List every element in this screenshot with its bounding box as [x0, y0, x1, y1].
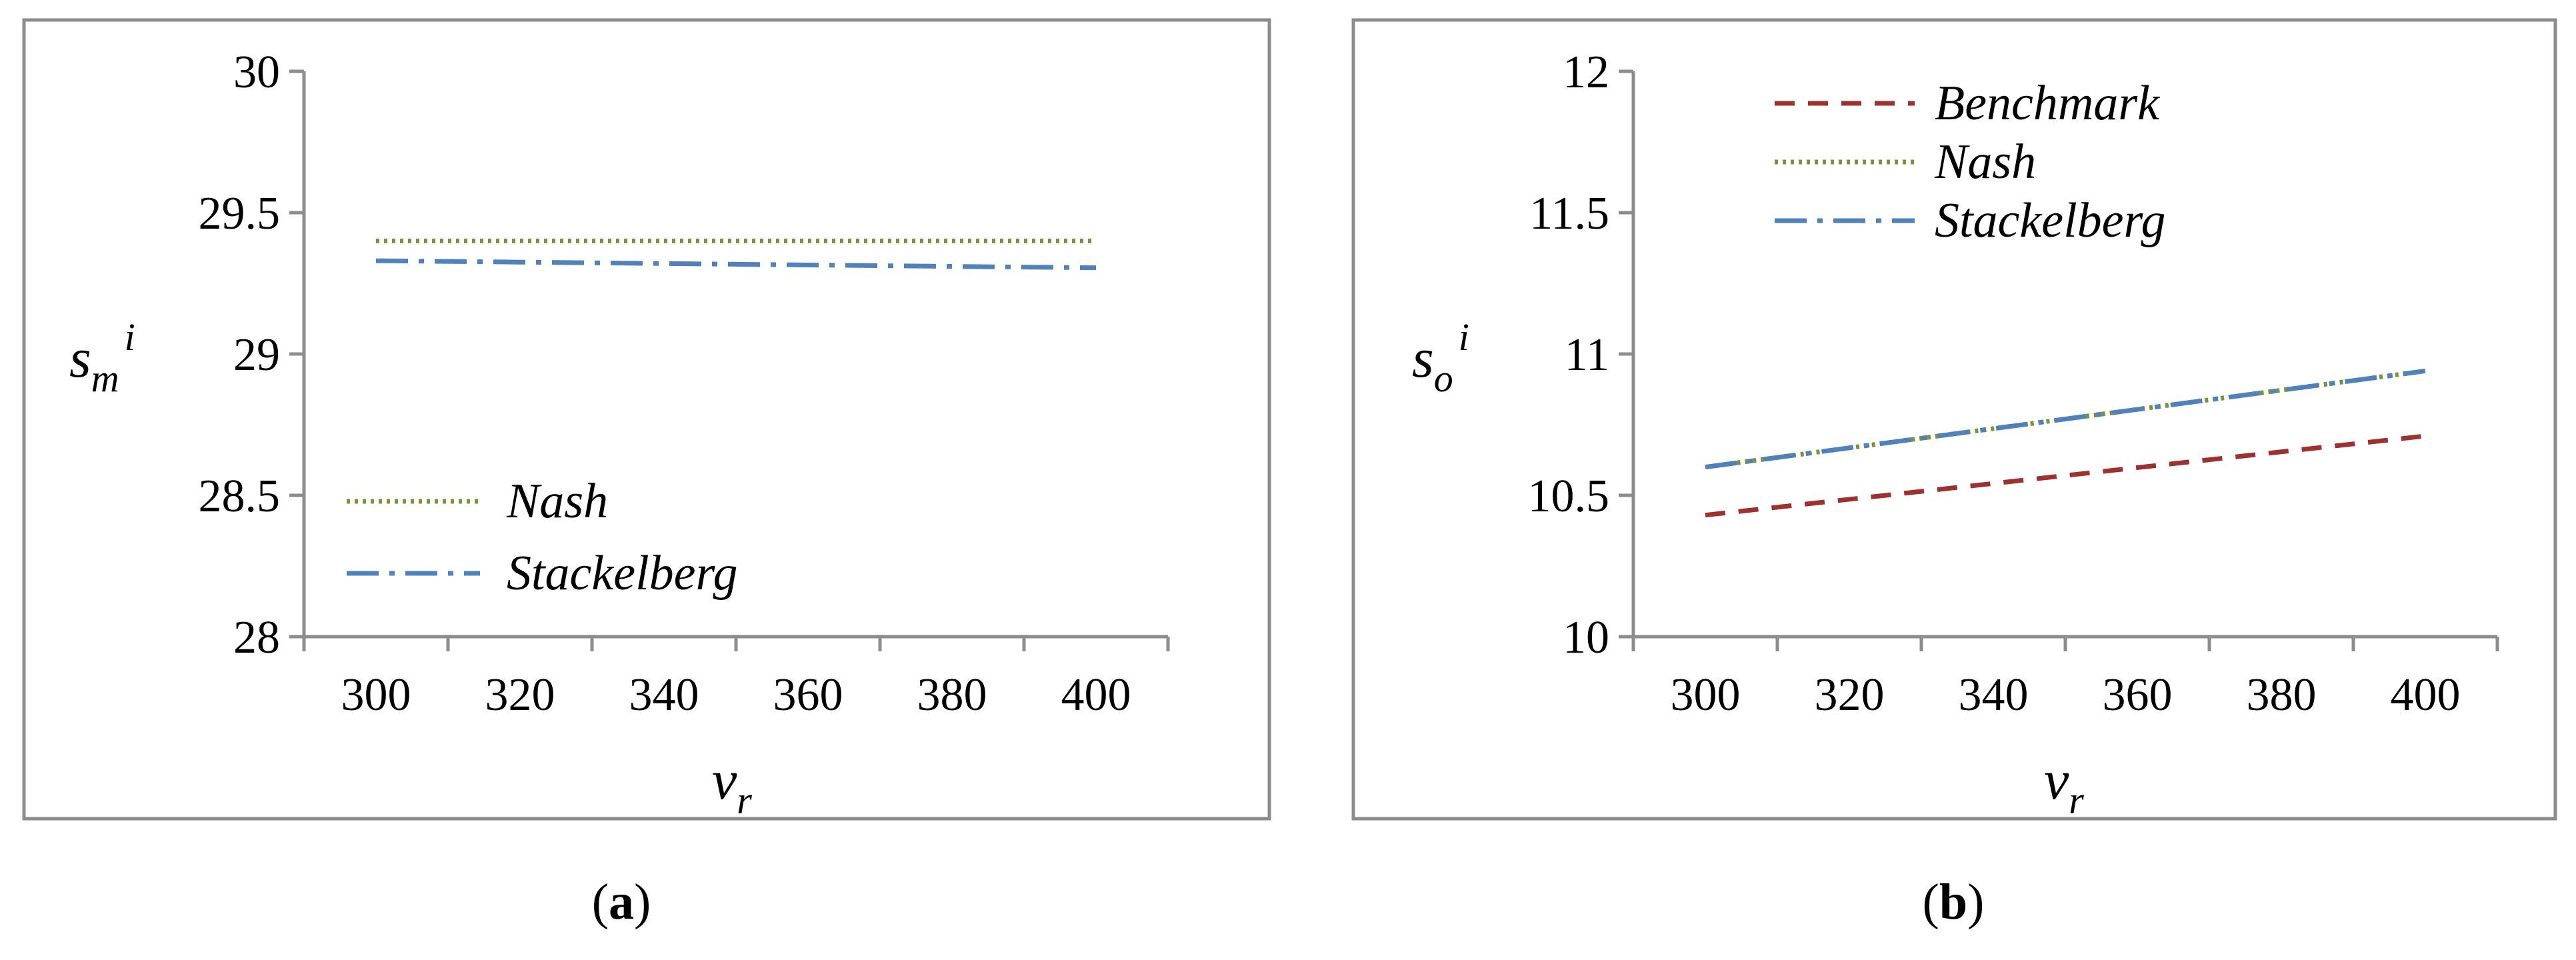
x-tick-label: 340	[629, 669, 699, 721]
panel-a-legend: Nash Stackelberg	[347, 474, 738, 601]
panel-b-series	[1705, 368, 2426, 518]
panel-a-caption: (a)	[592, 874, 651, 930]
panel-b-x-axis-label: vr	[2044, 749, 2084, 822]
y-tick-label: 11	[1565, 329, 1609, 381]
y-tick-label: 10	[1563, 612, 1609, 663]
legend-label-benchmark: Benchmark	[1935, 76, 2160, 131]
panel-b-y-axis-label: soi	[1412, 315, 1469, 400]
panel-b-caption: (b)	[1923, 874, 1985, 930]
x-tick-label: 380	[2247, 669, 2317, 721]
x-tick-label: 300	[1671, 669, 1741, 721]
x-tick-label: 300	[341, 669, 411, 721]
panel-a-frame	[22, 18, 1271, 821]
x-tick-label: 400	[2391, 669, 2461, 721]
y-tick-label: 28.5	[199, 471, 281, 522]
panel-a: 28 28.5 29 29.5 30 300 320 340 360 380 400 Nash Sta…	[22, 18, 1271, 930]
legend-label-stackelberg: Stackelberg	[507, 546, 738, 601]
y-tick-label: 29	[233, 329, 280, 381]
series-line-stackelberg	[1705, 368, 2426, 470]
legend-label-stackelberg: Stackelberg	[1935, 193, 2166, 248]
y-tick-label: 28	[233, 612, 280, 663]
panel-a-series	[375, 238, 1097, 271]
x-tick-label: 320	[485, 669, 555, 721]
series-line-stackelberg	[375, 258, 1097, 271]
x-tick-label: 380	[917, 669, 987, 721]
x-tick-label: 400	[1061, 669, 1131, 721]
panel-a-x-axis-label: vr	[712, 749, 752, 822]
x-tick-label: 320	[1815, 669, 1885, 721]
x-tick-label: 360	[773, 669, 843, 721]
panel-b-frame	[1351, 18, 2557, 821]
y-tick-label: 10.5	[1528, 471, 1610, 522]
panel-a-axes: 28 28.5 29 29.5 30 300 320 340 360 380 400	[199, 47, 1170, 721]
panel-b: 10 10.5 11 11.5 12 300 320 340 360 380 400 Benchma…	[1351, 18, 2557, 930]
y-tick-label: 29.5	[199, 188, 281, 239]
x-tick-label: 360	[2103, 669, 2173, 721]
legend-label-nash: Nash	[1934, 135, 2036, 189]
x-tick-label: 340	[1959, 669, 2029, 721]
y-tick-label: 11.5	[1529, 188, 1609, 239]
panel-b-axes: 10 10.5 11 11.5 12 300 320 340 360 380 400	[1528, 47, 2499, 721]
y-tick-label: 12	[1563, 47, 1609, 98]
series-line-benchmark	[1705, 433, 2426, 518]
panel-a-y-axis-label: smi	[69, 315, 135, 400]
y-tick-label: 30	[233, 47, 280, 98]
legend-label-nash: Nash	[506, 474, 608, 529]
